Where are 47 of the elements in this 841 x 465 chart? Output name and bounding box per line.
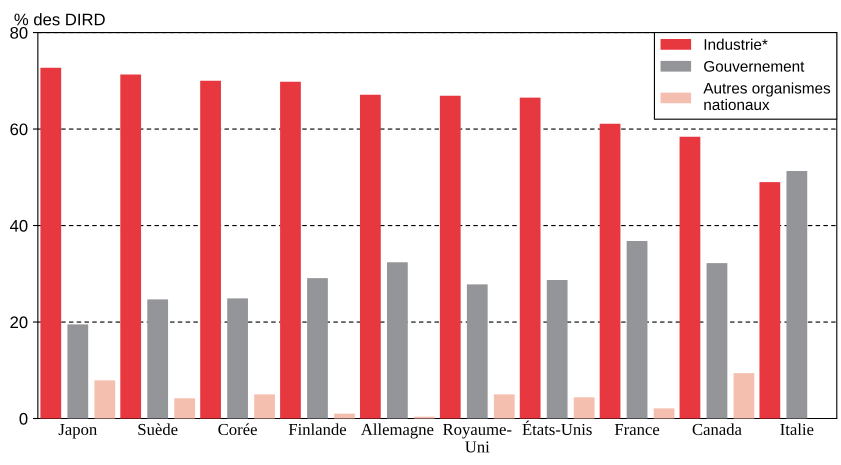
y-tick-label: 80: [10, 26, 28, 39]
bar: [706, 263, 728, 418]
x-tick-label: Allemagne: [360, 423, 434, 439]
bar: [574, 397, 595, 418]
bar: [334, 414, 355, 418]
y-axis-title: % des DIRD: [14, 13, 105, 26]
bar: [654, 408, 674, 418]
bar: [466, 284, 488, 418]
y-tick-label: 60: [10, 123, 28, 136]
bar: [67, 324, 88, 418]
bar: [307, 278, 328, 418]
x-tick-label: Canada: [692, 423, 742, 436]
bar: [626, 240, 648, 418]
x-tick-label: Japon: [58, 424, 97, 438]
bar: [227, 298, 248, 418]
bar: [786, 171, 808, 418]
x-tick-label: France: [614, 424, 660, 436]
bar: [680, 136, 700, 418]
x-tick-label: Corée: [218, 423, 257, 436]
x-tick-label: Suède: [138, 423, 178, 436]
x-tick-label: Royaume- Uni: [443, 424, 512, 453]
bar: [494, 394, 515, 418]
bar: [174, 398, 196, 418]
legend-label: Gouvernement: [704, 60, 804, 72]
legend-label: Industrie*: [704, 38, 768, 50]
y-tick-label: 40: [10, 220, 28, 232]
bar: [40, 68, 62, 418]
bar: [759, 182, 780, 418]
y-tick-label: 20: [10, 316, 28, 328]
x-tick-label: Finlande: [288, 423, 346, 436]
bar: [386, 262, 408, 418]
bar: [520, 98, 541, 418]
bar: [280, 82, 301, 418]
legend-label: Autres organismes nationaux: [703, 82, 830, 110]
bar: [200, 80, 221, 418]
y-tick-label: 0: [20, 412, 28, 425]
bar: [254, 394, 275, 418]
bar: [600, 124, 620, 418]
bar: [546, 280, 568, 418]
x-tick-label: États-Unis: [522, 420, 592, 436]
bar: [147, 299, 168, 418]
bar: [94, 380, 116, 418]
bar: [120, 74, 142, 418]
bar: [440, 96, 461, 418]
x-tick-label: Italie: [780, 423, 814, 436]
bar: [734, 373, 754, 418]
bar: [360, 94, 381, 418]
